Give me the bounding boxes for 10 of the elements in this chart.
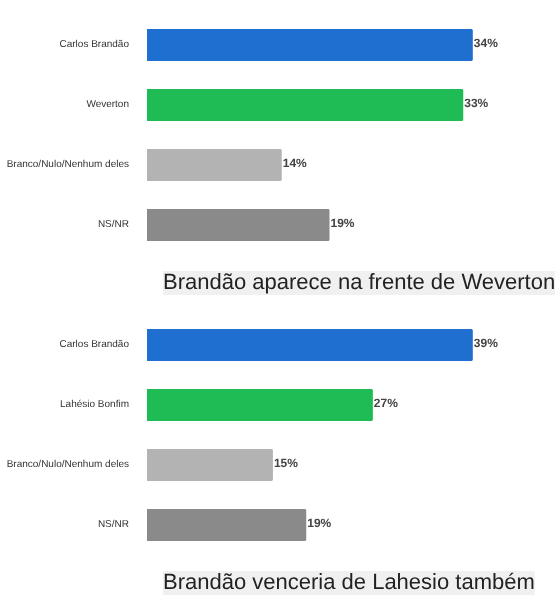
bar	[147, 149, 282, 181]
text: Brandão venceria de Lahesio também	[163, 571, 535, 595]
text: Brandão aparece na frente de Weverton	[163, 271, 556, 295]
bar	[147, 29, 473, 61]
bar	[147, 209, 330, 241]
bar	[147, 329, 473, 361]
bar	[147, 389, 373, 421]
bar	[147, 89, 464, 121]
bar	[147, 449, 273, 481]
bar	[147, 509, 307, 541]
